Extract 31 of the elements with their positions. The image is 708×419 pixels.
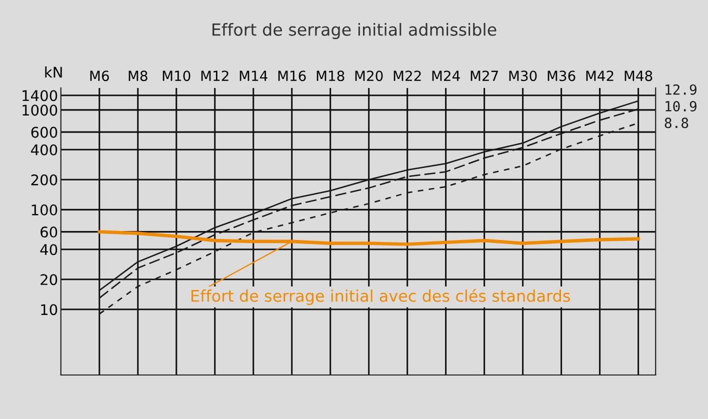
x-tick-label: M16 [278,70,306,82]
x-tick-label: M18 [316,70,344,82]
x-tick-label: M24 [432,70,460,81]
x-tick-label: M36 [548,70,576,82]
x-tick-label: M14 [240,70,268,81]
x-tick-label: M8 [128,70,148,82]
y-tick-label: 1000 [22,104,58,116]
x-tick-label: M27 [470,70,498,81]
text: 12.9 [666,84,696,95]
x-tick-label: M30 [509,70,537,82]
y-tick-label: 40 [40,244,58,256]
y-tick-label: 60 [40,226,58,238]
x-tick-label: M12 [201,70,228,81]
y-tick-label: 20 [40,274,58,286]
x-tick-label: M22 [394,70,421,81]
series-label: 8.8 [664,118,688,128]
series-label: 10.9 [666,100,696,112]
x-tick-label: M10 [162,70,190,82]
x-tick-label: M20 [355,70,383,82]
y-tick-label: 1400 [22,90,58,102]
x-tick-label: M42 [586,70,614,81]
y-tick-label: 10 [41,304,58,316]
x-tick-label: M6 [90,70,109,82]
y-axis-title: kN [45,66,62,78]
x-tick-label: M48 [624,70,652,82]
y-tick-label: 600 [31,126,58,138]
y-tick-label: 200 [31,174,58,186]
chart-title: Effort de serrage initial admissible [212,22,496,40]
y-tick-label: 400 [30,144,58,156]
annotation: Effort de serrage initial avec des clés standards [192,288,570,306]
y-tick-label: 100 [32,204,58,216]
